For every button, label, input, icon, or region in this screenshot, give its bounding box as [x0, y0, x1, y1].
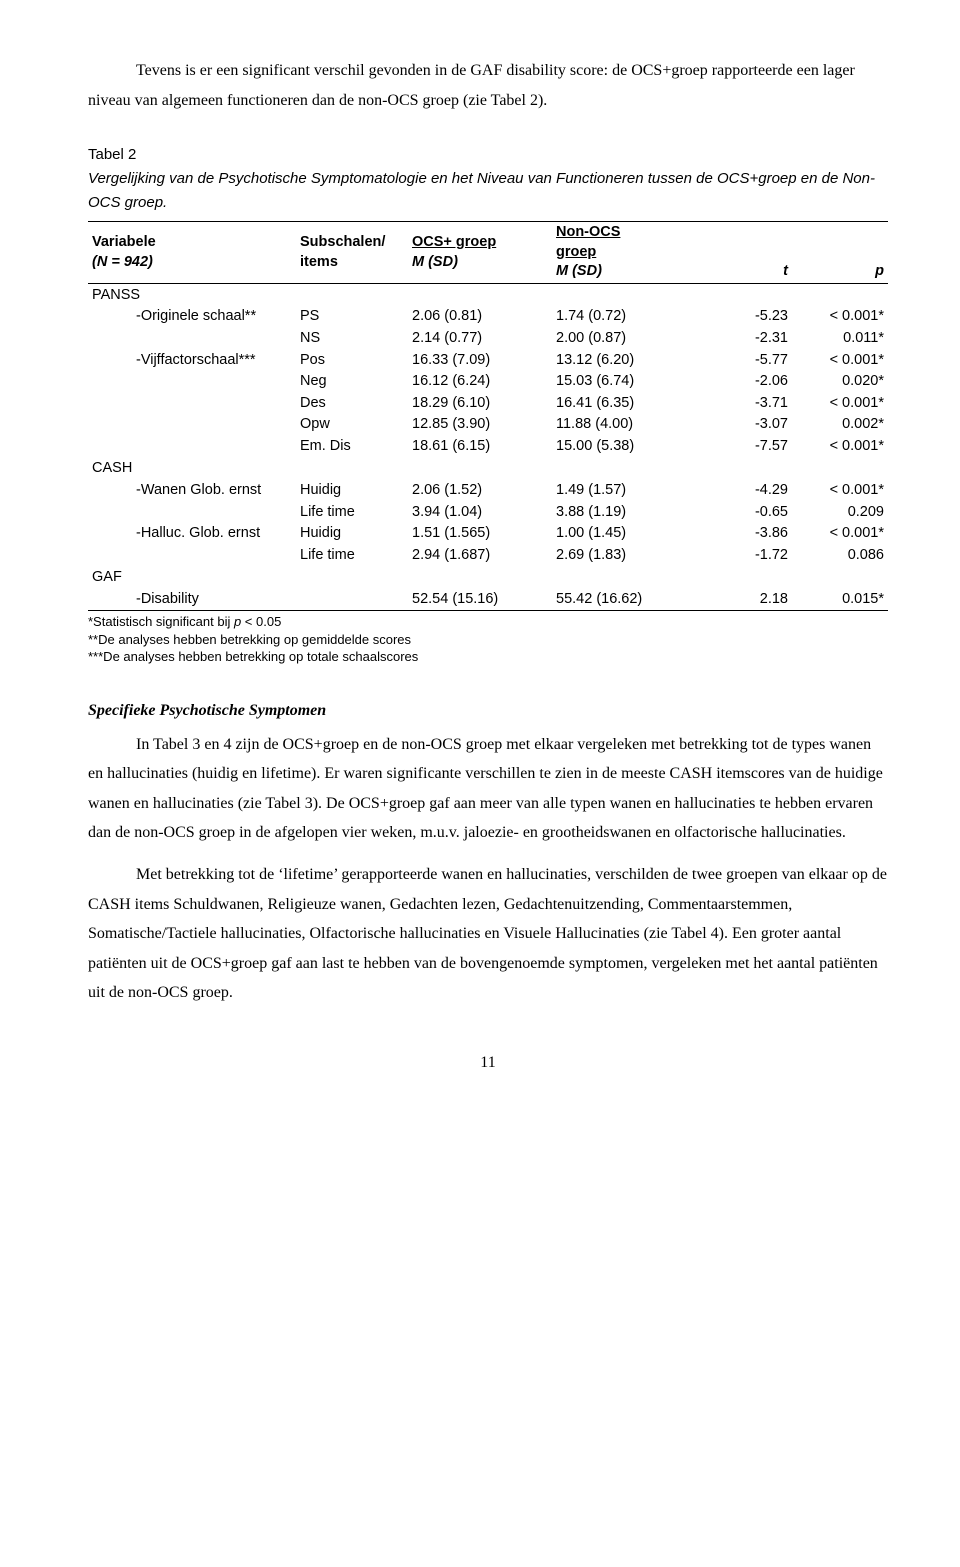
- table2-footnotes: *Statistisch significant bij p < 0.05 **…: [88, 613, 888, 666]
- table-row: -Vijffactorschaal***Pos16.33 (7.09)13.12…: [88, 350, 888, 372]
- intro-paragraph: Tevens is er een significant verschil ge…: [88, 56, 888, 115]
- table2-label: Tabel 2: [88, 143, 888, 167]
- th-nonocs: Non-OCSgroepM (SD): [552, 222, 696, 284]
- table-row: Em. Dis18.61 (6.15)15.00 (5.38)-7.57< 0.…: [88, 436, 888, 458]
- footnote-3: ***De analyses hebben betrekking op tota…: [88, 649, 418, 664]
- subheading-specific-symptoms: Specifieke Psychotische Symptomen: [88, 696, 888, 726]
- page-number: 11: [88, 1048, 888, 1078]
- footnote-1: *Statistisch significant bij p < 0.05: [88, 614, 281, 629]
- th-subschalen: Subschalen/items: [296, 222, 408, 284]
- section-gaf: GAF: [88, 566, 888, 589]
- table2-caption: Tabel 2 Vergelijking van de Psychotische…: [88, 143, 888, 215]
- table-row: -Originele schaal**PS2.06 (0.81)1.74 (0.…: [88, 306, 888, 328]
- th-variable: Variabele (N = 942): [88, 222, 296, 284]
- table2-desc: Vergelijking van de Psychotische Symptom…: [88, 167, 888, 215]
- footnote-2: **De analyses hebben betrekking op gemid…: [88, 632, 411, 647]
- section-cash: CASH: [88, 457, 888, 480]
- table-row: NS2.14 (0.77)2.00 (0.87)-2.310.011*: [88, 328, 888, 350]
- table-row: Neg16.12 (6.24)15.03 (6.74)-2.060.020*: [88, 371, 888, 393]
- body-p2: In Tabel 3 en 4 zijn de OCS+groep en de …: [88, 730, 888, 848]
- table-row: -Halluc. Glob. ernstHuidig1.51 (1.565)1.…: [88, 523, 888, 545]
- table-row: Life time3.94 (1.04)3.88 (1.19)-0.650.20…: [88, 502, 888, 524]
- table-row: Opw12.85 (3.90)11.88 (4.00)-3.070.002*: [88, 414, 888, 436]
- table-row: -Disability52.54 (15.16)55.42 (16.62)2.1…: [88, 589, 888, 611]
- th-p: p: [792, 222, 888, 284]
- table2: Variabele (N = 942) Subschalen/items OCS…: [88, 221, 888, 611]
- table-row: Des18.29 (6.10)16.41 (6.35)-3.71< 0.001*: [88, 393, 888, 415]
- table-row: -Wanen Glob. ernstHuidig2.06 (1.52)1.49 …: [88, 480, 888, 502]
- th-t: t: [696, 222, 792, 284]
- th-ocs: OCS+ groepM (SD): [408, 222, 552, 284]
- body-p3: Met betrekking tot de ‘lifetime’ gerappo…: [88, 860, 888, 1008]
- section-panss: PANSS: [88, 283, 888, 306]
- table-row: Life time2.94 (1.687)2.69 (1.83)-1.720.0…: [88, 545, 888, 567]
